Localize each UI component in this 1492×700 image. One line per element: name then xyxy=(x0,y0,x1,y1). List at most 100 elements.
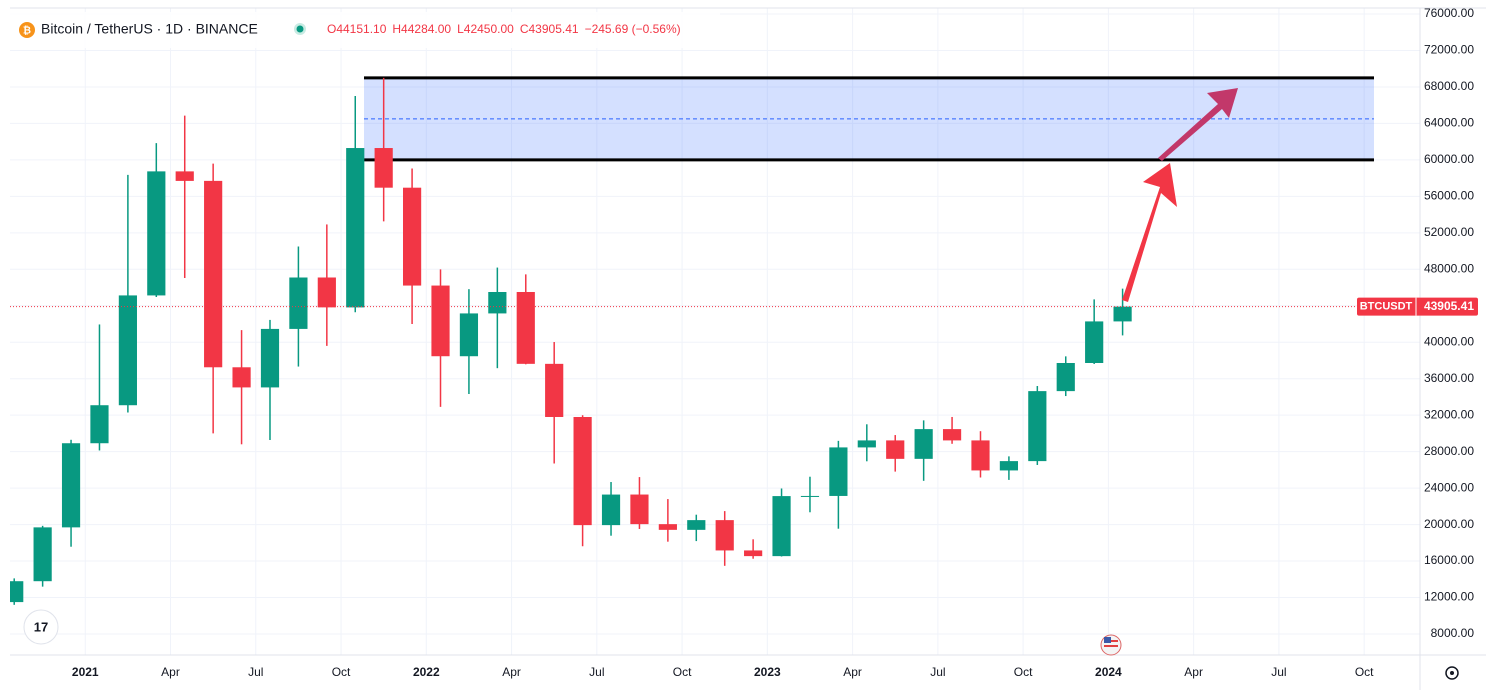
x-tick-label: 2023 xyxy=(754,665,781,679)
candle-body xyxy=(431,285,450,357)
x-tick-label: Jul xyxy=(248,665,263,679)
candle-body xyxy=(1113,306,1132,322)
candle-body xyxy=(658,524,677,530)
x-tick-label: Jul xyxy=(1271,665,1286,679)
x-tick-label: Apr xyxy=(502,665,521,679)
candle-body xyxy=(1056,362,1075,392)
candle-body xyxy=(33,527,52,582)
x-tick-label: Oct xyxy=(1355,665,1374,679)
candle-body xyxy=(715,520,734,551)
header-value: L42450.00 xyxy=(457,22,514,36)
header-value: O44151.10 xyxy=(327,22,387,36)
last-price-name: BTCUSDT xyxy=(1360,301,1413,313)
y-tick-label: 76000.00 xyxy=(1424,6,1474,20)
arrow-target xyxy=(1158,88,1238,161)
candle-body xyxy=(744,550,763,557)
axes: 8000.00 12000.00 16000.00 20000.00 24000.00 2… xyxy=(72,6,1474,679)
candle-body xyxy=(545,363,564,417)
candles xyxy=(10,77,1420,605)
x-tick-label: Apr xyxy=(1184,665,1203,679)
candle-body xyxy=(999,461,1019,471)
candle-body xyxy=(573,416,592,526)
y-tick-label: 8000.00 xyxy=(1431,626,1475,640)
y-tick-label: 72000.00 xyxy=(1424,43,1474,57)
candle-body xyxy=(601,494,621,526)
symbol-title: Bitcoin / TetherUS · 1D · BINANCE xyxy=(41,21,258,37)
y-tick-label: 32000.00 xyxy=(1424,407,1474,421)
coin-icon xyxy=(19,22,35,38)
candle-body xyxy=(118,295,137,406)
x-tick-label: 2021 xyxy=(72,665,99,679)
candle-body xyxy=(488,291,507,314)
flag-canton xyxy=(1104,637,1111,643)
candle-body xyxy=(687,520,706,530)
arrow-up xyxy=(1122,163,1177,302)
header-value: −245.69 (−0.56%) xyxy=(585,22,681,36)
coin-icon-glyph: ₿ xyxy=(23,25,31,37)
y-tick-label: 68000.00 xyxy=(1424,79,1474,93)
candle-body xyxy=(232,367,251,388)
logo: 17 xyxy=(34,619,48,634)
candle-body xyxy=(90,405,109,444)
y-tick-label: 48000.00 xyxy=(1424,261,1474,275)
header-values: O44151.10 H44284.00 L42450.00 C43905.41 −245… xyxy=(327,22,681,36)
y-tick-label: 36000.00 xyxy=(1424,371,1474,385)
x-tick-label: Apr xyxy=(843,665,862,679)
candle-body xyxy=(374,148,393,188)
zone xyxy=(364,76,1374,162)
flag-stripe xyxy=(1104,645,1118,647)
candle-body xyxy=(829,447,848,496)
candle-body xyxy=(1085,321,1104,363)
candle-body xyxy=(204,180,223,368)
header-value: C43905.41 xyxy=(520,22,579,36)
candle-body xyxy=(147,171,166,296)
x-tick-label: Jul xyxy=(589,665,604,679)
candle-body xyxy=(630,494,649,525)
candle-body xyxy=(10,581,24,603)
candle-body xyxy=(260,328,280,388)
y-tick-label: 64000.00 xyxy=(1424,116,1474,130)
y-tick-label: 40000.00 xyxy=(1424,334,1474,348)
settings-gear[interactable] xyxy=(1445,666,1459,680)
candle-body xyxy=(317,277,336,308)
x-tick-label: Apr xyxy=(161,665,180,679)
last-price-label: 43905.41 xyxy=(1424,299,1474,313)
y-tick-label: 12000.00 xyxy=(1424,590,1474,604)
candle-body xyxy=(800,495,820,497)
candle-body xyxy=(175,171,194,181)
x-tick-label: Oct xyxy=(332,665,351,679)
candle-body xyxy=(772,496,791,557)
status-dot xyxy=(296,25,304,33)
candle-body xyxy=(971,440,990,471)
y-tick-label: 16000.00 xyxy=(1424,553,1474,567)
last-price-box xyxy=(1357,297,1478,316)
candle-body xyxy=(914,429,933,459)
candle-body xyxy=(942,429,962,441)
settings-gear-center xyxy=(1450,671,1454,675)
candle-body xyxy=(289,277,308,329)
candle-body xyxy=(516,291,535,364)
candle-body xyxy=(1028,391,1047,462)
header-bg xyxy=(10,12,720,48)
y-tick-label: 24000.00 xyxy=(1424,480,1474,494)
x-tick-label: Jul xyxy=(930,665,945,679)
candle-body xyxy=(459,313,479,357)
candle-body xyxy=(402,187,422,286)
x-tick-label: Oct xyxy=(673,665,692,679)
candle-body xyxy=(61,443,81,528)
y-tick-label: 60000.00 xyxy=(1424,152,1474,166)
candle-body xyxy=(346,148,365,308)
header-value: H44284.00 xyxy=(392,22,451,36)
candle-body xyxy=(886,440,905,459)
y-tick-label: 52000.00 xyxy=(1424,225,1474,239)
x-tick-label: 2022 xyxy=(413,665,440,679)
y-tick-label: 20000.00 xyxy=(1424,517,1474,531)
x-tick-label: Oct xyxy=(1014,665,1033,679)
y-tick-label: 56000.00 xyxy=(1424,189,1474,203)
candle-body xyxy=(857,440,876,448)
logo-badge[interactable] xyxy=(23,609,59,645)
x-tick-label: 2024 xyxy=(1095,665,1122,679)
y-tick-label: 28000.00 xyxy=(1424,444,1474,458)
